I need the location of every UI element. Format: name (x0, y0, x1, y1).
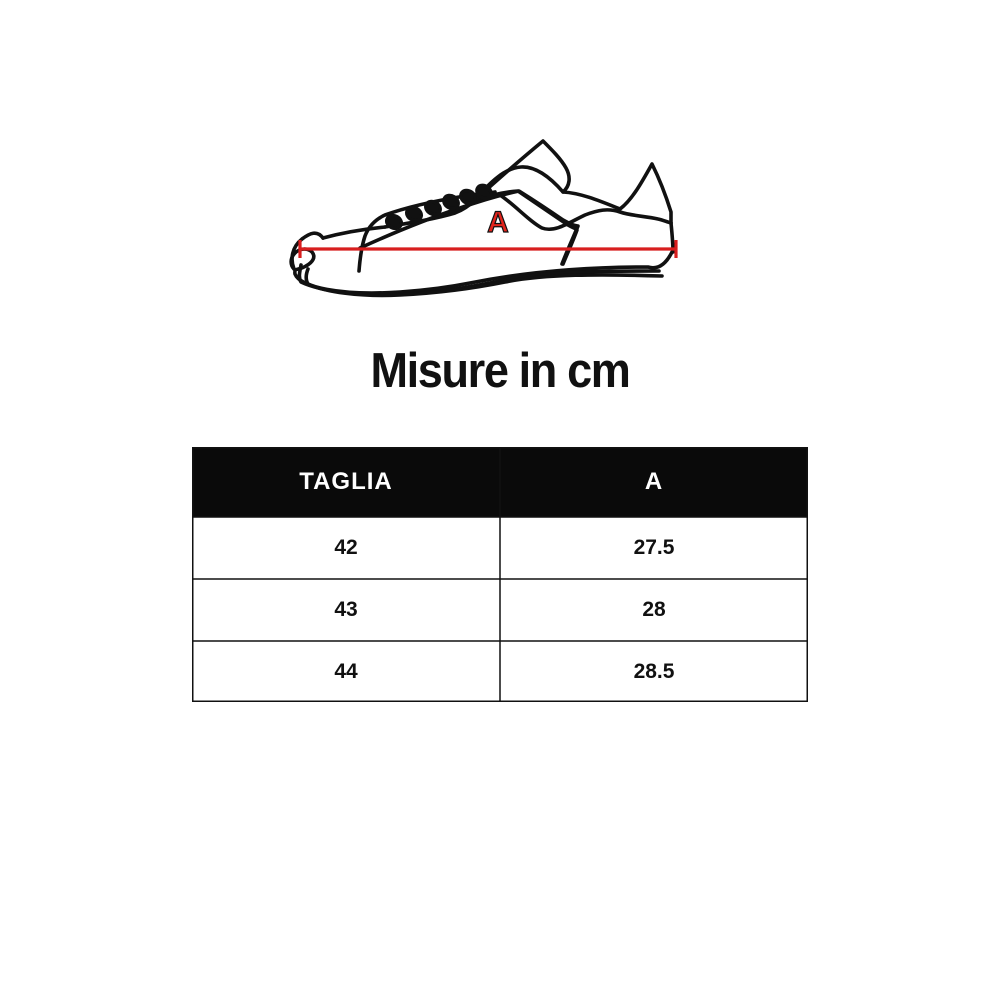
svg-text:A: A (487, 206, 509, 239)
